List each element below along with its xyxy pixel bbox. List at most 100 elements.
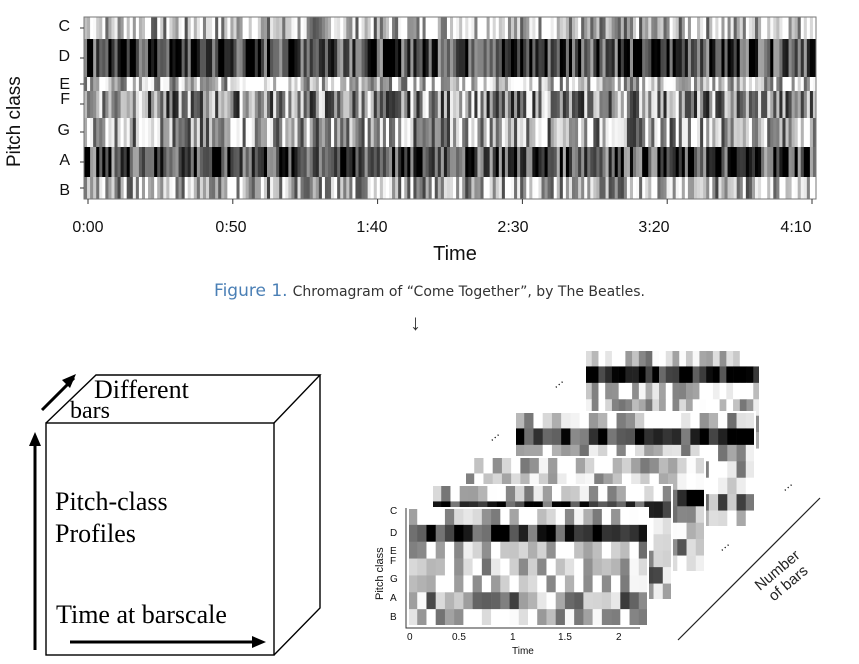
bar-slice-cell xyxy=(625,350,633,367)
heatmap-cell xyxy=(331,147,335,177)
heatmap-cell xyxy=(221,91,225,118)
heatmap-cell xyxy=(785,147,789,177)
bar-slice-cell xyxy=(620,508,630,526)
bar-slice-cell xyxy=(618,382,626,400)
heatmap-cell xyxy=(294,17,298,39)
heatmap-cell xyxy=(779,147,783,177)
bar-slice-cell xyxy=(662,412,673,429)
heatmap-cell xyxy=(611,147,616,177)
heatmap-cell xyxy=(626,17,631,39)
heatmap-cell xyxy=(736,39,741,77)
heatmap-cell xyxy=(687,39,692,77)
heatmap-cell xyxy=(349,177,353,199)
bar-slice-cell xyxy=(644,567,654,584)
bar-slice-cell xyxy=(570,428,580,446)
heatmap-cell xyxy=(599,118,603,147)
heatmap-cell xyxy=(273,17,277,39)
heatmap-cell xyxy=(245,118,250,147)
x-tick-label: 0:50 xyxy=(215,219,247,236)
heatmap-cell xyxy=(285,91,289,118)
heatmap-cell xyxy=(294,91,298,118)
bar-slice-cell xyxy=(505,485,516,502)
heatmap-cell xyxy=(340,91,344,118)
heatmap-cell xyxy=(553,77,558,91)
heatmap-cell xyxy=(559,39,564,77)
heatmap-cell xyxy=(745,77,750,91)
heatmap-cell xyxy=(629,91,634,118)
bar-slice-cell xyxy=(444,524,455,543)
bar-slice-cell xyxy=(746,399,754,417)
heatmap-cell xyxy=(785,77,789,91)
heatmap-cell xyxy=(596,91,600,118)
y-tick-label: A xyxy=(59,152,70,169)
heatmap-cell xyxy=(535,177,539,199)
heatmap-cell xyxy=(303,118,308,147)
heatmap-cell xyxy=(736,147,741,177)
heatmap-cell xyxy=(120,77,125,91)
heatmap-cell xyxy=(221,39,225,77)
heatmap-cell xyxy=(465,39,469,77)
heatmap-cell xyxy=(193,177,198,199)
heatmap-cell xyxy=(166,17,170,39)
bar-slice-cell xyxy=(474,473,484,491)
heatmap-cell xyxy=(443,39,448,77)
heatmap-cell xyxy=(550,39,555,77)
heatmap-cell xyxy=(800,17,805,39)
heatmap-cell xyxy=(520,39,524,77)
heatmap-cell xyxy=(407,147,411,177)
heatmap-cell xyxy=(334,77,338,91)
heatmap-cell xyxy=(230,17,234,39)
heatmap-cell xyxy=(297,77,301,91)
heatmap-cell xyxy=(733,91,738,118)
bar-slice-cell xyxy=(511,457,521,474)
heatmap-cell xyxy=(633,77,637,91)
heatmap-cell xyxy=(812,39,817,77)
heatmap-cell xyxy=(251,147,256,177)
heatmap-cell xyxy=(578,39,582,77)
heatmap-cell xyxy=(620,91,625,118)
bar-slice-cell xyxy=(417,524,427,543)
heatmap-cell xyxy=(459,17,463,39)
heatmap-cell xyxy=(334,39,338,77)
heatmap-cell xyxy=(639,39,643,77)
heatmap-cell xyxy=(154,177,158,199)
bar-slice-cell xyxy=(561,485,571,502)
bar-slice-cell xyxy=(638,350,646,367)
heatmap-cell xyxy=(364,91,369,118)
heatmap-cell xyxy=(465,118,469,147)
heatmap-cell xyxy=(434,77,439,91)
bar-slice-cell xyxy=(444,592,455,610)
heatmap-cell xyxy=(718,77,722,91)
bar-slice-cell xyxy=(551,444,562,462)
heatmap-cell xyxy=(703,177,707,199)
bar-slice-cell xyxy=(612,457,623,474)
bar-slice-cell xyxy=(644,444,654,462)
bar-slice-cell xyxy=(665,399,673,417)
bar-slice-cell xyxy=(520,457,530,474)
heatmap-cell xyxy=(346,118,350,147)
heatmap-cell xyxy=(587,17,591,39)
bar-slice-cell xyxy=(555,508,566,526)
bar-slice-cell xyxy=(444,508,455,526)
heatmap-cell xyxy=(263,91,268,118)
heatmap-cell xyxy=(215,39,219,77)
heatmap-cell xyxy=(105,177,109,199)
bar-slice-cell xyxy=(408,524,418,543)
heatmap-cell xyxy=(758,177,762,199)
heatmap-cell xyxy=(138,147,143,177)
bar-slice-cell xyxy=(463,575,473,593)
heatmap-cell xyxy=(578,118,582,147)
heatmap-cell xyxy=(617,147,622,177)
heatmap-cell xyxy=(733,147,738,177)
bar-slice-cell xyxy=(472,592,483,610)
heatmap-cell xyxy=(575,17,579,39)
heatmap-cell xyxy=(96,17,100,39)
heatmap-cell xyxy=(425,77,430,91)
heatmap-cell xyxy=(282,17,286,39)
cube-label-time: Time at barscale xyxy=(56,600,227,629)
heatmap-cell xyxy=(565,17,570,39)
heatmap-cell xyxy=(202,118,207,147)
bar-slice-cell xyxy=(444,575,455,593)
heatmap-cell xyxy=(727,147,731,177)
bar-slice-cell xyxy=(625,366,633,384)
